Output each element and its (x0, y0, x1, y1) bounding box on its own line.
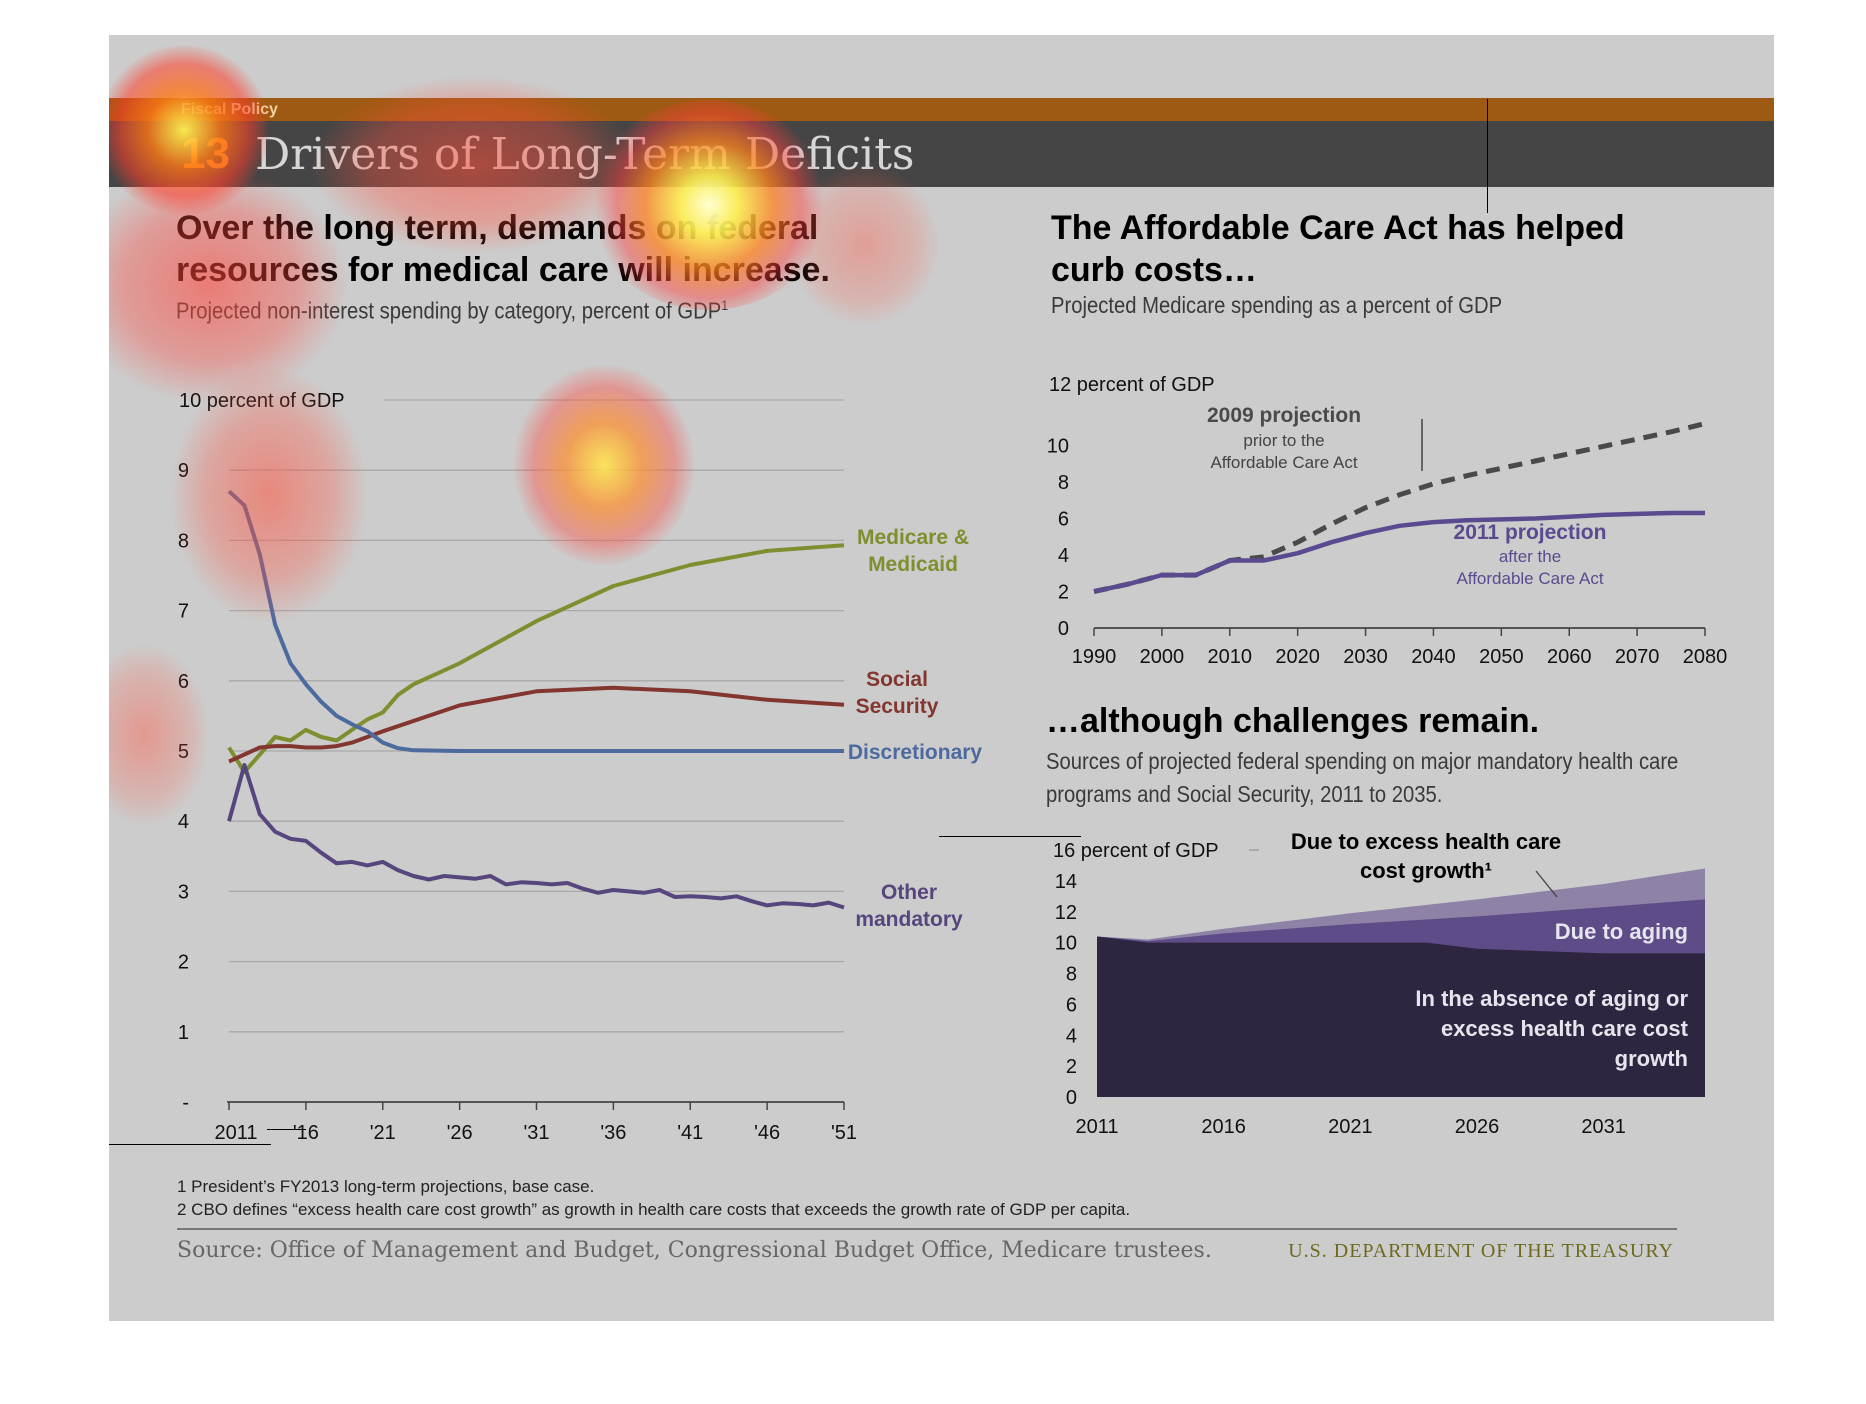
right-bottom-heading: …although challenges remain. (1046, 702, 1540, 740)
y-tick-label: 5 (178, 741, 189, 763)
right-bottom-subheading: Sources of projected federal spending on… (1046, 745, 1678, 811)
series-label: Medicaid (868, 553, 958, 576)
y-tick-label: 4 (1066, 1025, 1077, 1047)
y-tick-label: - (182, 1092, 189, 1114)
series-label: 2009 projection (1207, 404, 1361, 427)
x-tick-label: 2040 (1411, 646, 1456, 668)
treasury-logo-text: U.S. DEPARTMENT OF THE TREASURY (1288, 1240, 1674, 1262)
y-tick-label: 14 (1055, 871, 1077, 893)
series-line (227, 543, 845, 775)
slide: Fiscal Policy 13 Drivers of Long-Term De… (109, 35, 1774, 1321)
right-bottom-subheading-line1: Sources of projected federal spending on… (1046, 748, 1679, 774)
x-tick-label: '36 (600, 1122, 626, 1144)
guide-line (267, 1129, 306, 1130)
y-tick-label: 9 (178, 460, 189, 482)
guide-line (109, 1144, 271, 1145)
y-tick-label: 7 (178, 601, 189, 623)
x-tick-label: 2016 (1201, 1116, 1246, 1138)
series-label: mandatory (855, 908, 963, 931)
source-note: Source: Office of Management and Budget,… (177, 1238, 1212, 1263)
area-label: In the absence of aging or (1415, 986, 1688, 1011)
right-top-heading: The Affordable Care Act has helped curb … (1051, 207, 1625, 291)
y-axis-label: 10 percent of GDP (179, 390, 345, 412)
series-note: prior to the (1243, 431, 1324, 450)
series-label: Security (856, 695, 939, 718)
x-tick-label: '46 (754, 1122, 780, 1144)
x-tick-label: '26 (447, 1122, 473, 1144)
area-label: Due to aging (1555, 919, 1688, 944)
y-tick-label: 8 (1058, 472, 1069, 494)
x-tick-label: 2070 (1615, 646, 1660, 668)
x-tick-label: '51 (831, 1122, 857, 1144)
area-label: Due to excess health care (1291, 829, 1561, 854)
y-tick-label: 12 (1055, 902, 1077, 924)
series-note: after the (1499, 547, 1561, 566)
x-tick-label: 2000 (1140, 646, 1185, 668)
y-tick-label: 10 (1047, 436, 1069, 458)
x-tick-label: 2010 (1208, 646, 1253, 668)
x-tick-label: 2011 (1075, 1116, 1118, 1138)
y-tick-label: 6 (1058, 509, 1069, 531)
x-tick-label: 2050 (1479, 646, 1524, 668)
x-tick-label: 2080 (1683, 646, 1728, 668)
series-line (227, 763, 845, 910)
y-tick-label: 2 (1058, 582, 1069, 604)
x-tick-label: 2021 (1328, 1116, 1373, 1138)
series-line (1093, 421, 1706, 594)
series-label: Discretionary (848, 741, 983, 764)
footnote-2: 2 CBO defines “excess health care cost g… (177, 1200, 1131, 1219)
right-top-heading-line2: curb costs… (1051, 251, 1257, 289)
x-tick-label: 2020 (1275, 646, 1320, 668)
y-tick-label: 2 (1066, 1056, 1077, 1078)
x-tick-label: '21 (370, 1122, 396, 1144)
series-note: Affordable Care Act (1456, 569, 1603, 588)
guide-line (939, 836, 1081, 837)
y-axis-label: 16 percent of GDP (1053, 840, 1219, 862)
y-tick-label: 1 (178, 1022, 189, 1044)
y-tick-label: 0 (1058, 618, 1069, 640)
x-tick-label: 2031 (1581, 1116, 1626, 1138)
series-line (228, 685, 845, 764)
y-tick-label: 6 (1066, 994, 1077, 1016)
series-line (1093, 510, 1705, 594)
x-tick-label: '41 (677, 1122, 703, 1144)
area-layer (1097, 936, 1705, 1097)
y-tick-label: 2 (178, 952, 189, 974)
x-tick-label: 1990 (1072, 646, 1117, 668)
footer-rule (177, 1228, 1677, 1230)
x-tick-label: 2026 (1455, 1116, 1500, 1138)
area-label: cost growth¹ (1360, 858, 1492, 883)
y-tick-label: 0 (1066, 1087, 1077, 1109)
y-tick-label: 8 (178, 530, 189, 552)
x-tick-label: 2060 (1547, 646, 1592, 668)
leader-line (1535, 870, 1558, 898)
area-label: excess health care cost (1441, 1016, 1689, 1041)
footnote-1: 1 President’s FY2013 long-term projectio… (177, 1177, 595, 1196)
y-tick-label: 6 (178, 671, 189, 693)
series-label: Other (881, 881, 937, 904)
right-bottom-subheading-line2: programs and Social Security, 2011 to 20… (1046, 781, 1443, 807)
area-label: growth (1615, 1046, 1688, 1071)
x-tick-label: '16 (293, 1122, 319, 1144)
x-tick-label: 2011 (214, 1122, 257, 1144)
guide-line (1487, 99, 1488, 213)
y-tick-label: 4 (178, 811, 189, 833)
series-label: 2011 projection (1454, 521, 1607, 544)
y-tick-label: 10 (1055, 933, 1077, 955)
y-tick-label: 3 (178, 881, 189, 903)
y-tick-label: 4 (1058, 545, 1069, 567)
series-label: Social (866, 668, 928, 691)
series-label: Medicare & (857, 526, 969, 549)
y-axis-label: 12 percent of GDP (1049, 374, 1215, 396)
right-top-subheading: Projected Medicare spending as a percent… (1051, 292, 1503, 318)
right-top-heading-line1: The Affordable Care Act has helped (1051, 209, 1625, 247)
x-tick-label: '31 (523, 1122, 549, 1144)
x-tick-label: 2030 (1343, 646, 1388, 668)
series-note: Affordable Care Act (1210, 453, 1357, 472)
y-tick-label: 8 (1066, 964, 1077, 986)
